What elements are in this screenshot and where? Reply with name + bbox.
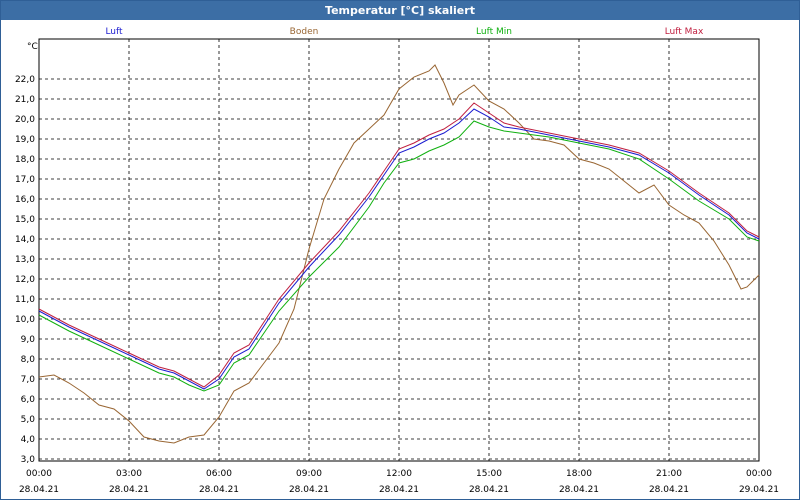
y-tick-label: 17,0 <box>15 175 35 185</box>
y-tick-label: 14,0 <box>15 235 35 245</box>
series-line-luft-max <box>38 102 760 388</box>
grid <box>39 39 759 461</box>
y-tick-label: 4,0 <box>21 435 36 445</box>
x-axis-ticks: 00:00 28.04.21 03:00 28.04.21 06:00 28.04.21 0… <box>19 469 779 495</box>
y-tick-label: 8,0 <box>21 355 36 365</box>
x-tick-date-label: 28.04.21 <box>289 485 329 495</box>
y-tick-label: 11,0 <box>15 295 35 305</box>
x-tick-date-label: 28.04.21 <box>199 485 239 495</box>
series-line-boden <box>38 64 760 444</box>
y-tick-label: 19,0 <box>15 135 35 145</box>
x-tick-time-label: 03:00 <box>116 469 142 479</box>
legend-luft-max: Luft Max <box>665 27 704 37</box>
y-tick-label: 20,0 <box>15 115 35 125</box>
legend-luft: Luft <box>105 27 123 37</box>
y-tick-label: 12,0 <box>15 275 35 285</box>
y-tick-label: 7,0 <box>21 375 36 385</box>
legend: Luft Boden Luft Min Luft Max <box>105 27 704 37</box>
y-tick-label: 9,0 <box>21 335 36 345</box>
y-tick-label: 16,0 <box>15 195 35 205</box>
y-axis-ticks: 3,0 4,0 5,0 6,0 7,0 8,0 9,0 10,0 11,0 12,0 13,0 14,… <box>15 75 35 465</box>
y-tick-label: 3,0 <box>21 455 36 465</box>
series-line-luft <box>38 108 760 390</box>
window-title: Temperatur [°C] skaliert <box>1 1 799 20</box>
x-tick-date-label: 28.04.21 <box>109 485 149 495</box>
x-tick-time-label: 09:00 <box>296 469 322 479</box>
x-tick-time-label: 21:00 <box>656 469 682 479</box>
x-tick-date-label: 28.04.21 <box>469 485 509 495</box>
x-tick-date-label: 28.04.21 <box>559 485 599 495</box>
x-tick-date-label: 28.04.21 <box>19 485 59 495</box>
x-tick-time-label: 06:00 <box>206 469 232 479</box>
y-tick-label: 10,0 <box>15 315 35 325</box>
x-tick-date-label: 28.04.21 <box>379 485 419 495</box>
y-tick-label: 13,0 <box>15 255 35 265</box>
x-tick-time-label: 18:00 <box>566 469 592 479</box>
y-tick-label: 22,0 <box>15 75 35 85</box>
series-lines <box>38 64 760 444</box>
y-tick-label: 18,0 <box>15 155 35 165</box>
x-tick-time-label: 00:00 <box>26 469 52 479</box>
y-tick-label: 21,0 <box>15 95 35 105</box>
legend-luft-min: Luft Min <box>476 27 512 37</box>
y-tick-label: 6,0 <box>21 395 36 405</box>
series-line-luft-min <box>38 120 760 392</box>
y-tick-label: 5,0 <box>21 415 36 425</box>
legend-boden: Boden <box>290 27 319 37</box>
x-tick-date-label: 29.04.21 <box>739 485 779 495</box>
x-tick-time-label: 12:00 <box>386 469 412 479</box>
y-axis-unit: °C <box>27 42 38 52</box>
x-tick-time-label: 00:00 <box>746 469 772 479</box>
y-tick-label: 15,0 <box>15 215 35 225</box>
x-tick-time-label: 15:00 <box>476 469 502 479</box>
x-tick-date-label: 28.04.21 <box>649 485 689 495</box>
